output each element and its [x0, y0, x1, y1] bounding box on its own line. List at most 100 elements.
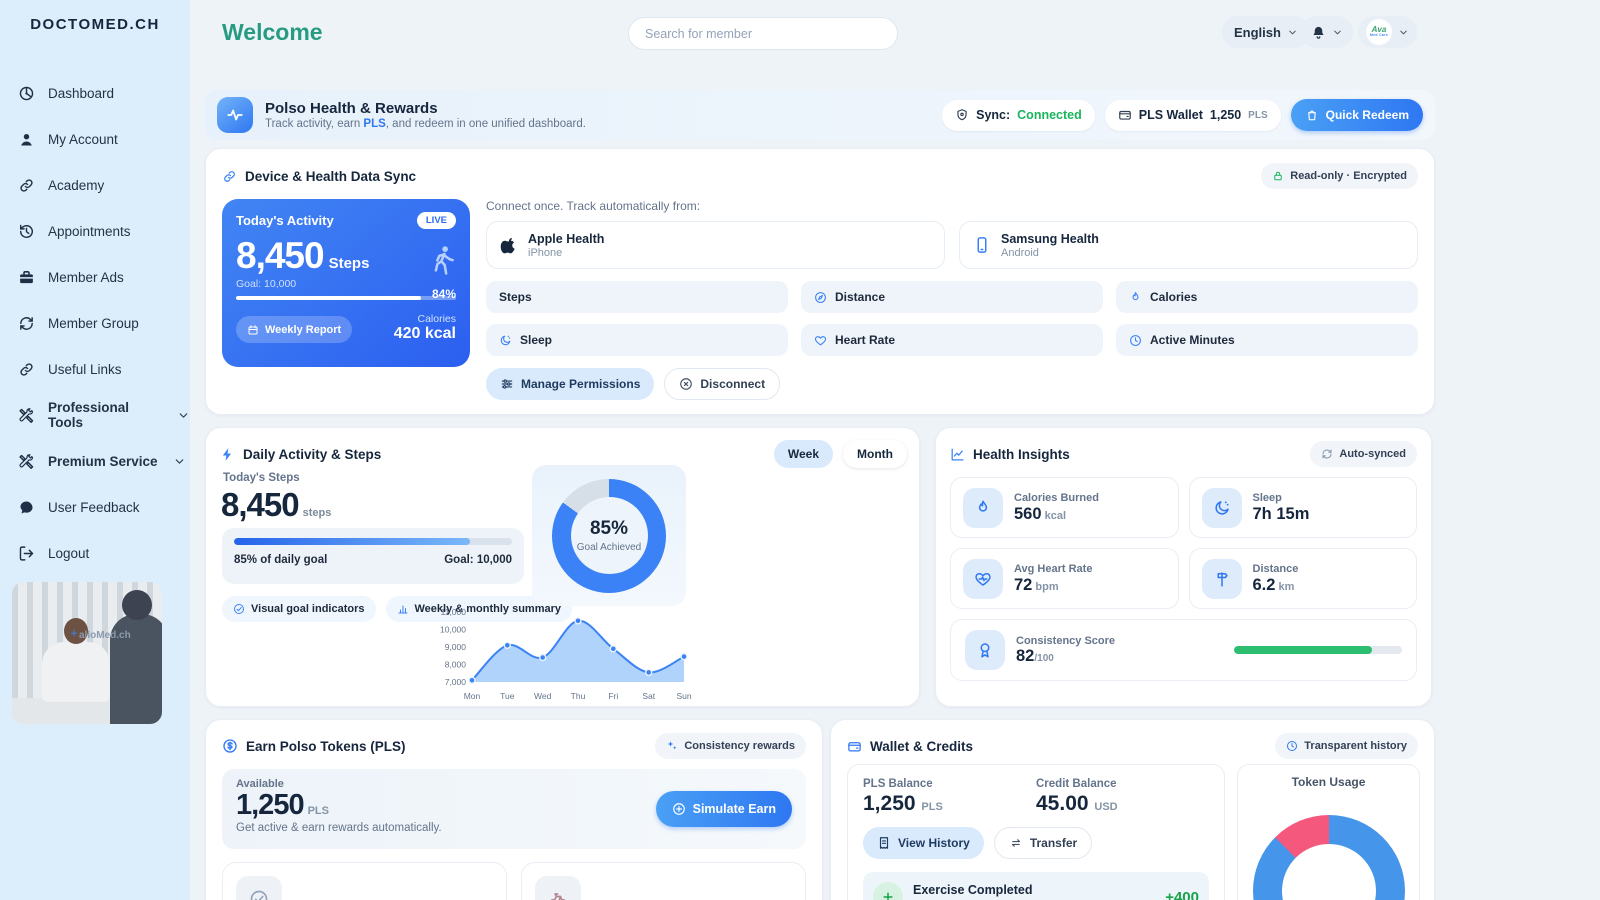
sidebar: DOCTOMED.CH Dashboard My Account Academy Ap…: [0, 0, 190, 900]
wallet-title: Wallet & Credits: [870, 738, 974, 754]
svg-text:Tue: Tue: [500, 691, 515, 701]
connect-text: Connect once. Track automatically from:: [486, 199, 701, 213]
provider-apple-health[interactable]: Apple Health iPhone: [486, 221, 945, 269]
goal-donut-percent: 85%: [589, 518, 629, 539]
metric-heart-rate[interactable]: Heart Rate: [801, 324, 1103, 356]
sidebar-item-label: My Account: [48, 131, 118, 147]
svg-text:7,000: 7,000: [445, 677, 467, 687]
live-badge: LIVE: [416, 212, 456, 229]
credit-balance: Credit Balance 45.00 USD: [1036, 778, 1118, 815]
dashboard-icon: [18, 85, 35, 102]
sidebar-item-useful-links[interactable]: Useful Links: [0, 346, 190, 392]
sidebar-item-user-feedback[interactable]: User Feedback: [0, 484, 190, 530]
sidebar-item-member-group[interactable]: Member Group: [0, 300, 190, 346]
tile-text: Calories Burned 560 kcal: [1014, 492, 1099, 524]
metric-label: Calories: [1150, 290, 1198, 304]
view-history-button[interactable]: View History: [863, 827, 984, 859]
chevron-down-icon: [173, 455, 186, 468]
banner-subtitle: Track activity, earn PLS, and redeem in …: [265, 118, 586, 131]
chevron-down-icon: [1287, 27, 1298, 38]
sidebar-item-logout[interactable]: Logout: [0, 530, 190, 576]
x-circle-icon: [679, 377, 693, 391]
wallet-unit: PLS: [1248, 109, 1268, 121]
calendar-icon: [247, 324, 259, 336]
metric-active-minutes[interactable]: Active Minutes: [1116, 324, 1418, 356]
metric-label: Sleep: [520, 333, 553, 347]
metric-calories[interactable]: Calories: [1116, 281, 1418, 313]
chip-visual-goal-indicators: Visual goal indicators: [222, 596, 376, 622]
insight-tiles: Calories Burned 560 kcal Sleep 7h 15m Avg He…: [950, 477, 1417, 609]
provider-samsung-health[interactable]: Samsung Health Android: [959, 221, 1418, 269]
sidebar-item-appointments[interactable]: Appointments: [0, 208, 190, 254]
svg-text:Wed: Wed: [534, 691, 552, 701]
disconnect-button[interactable]: Disconnect: [664, 368, 781, 400]
briefcase-icon: [18, 269, 35, 286]
chevron-down-icon: [1332, 27, 1343, 38]
today-steps-label: Today's Steps: [223, 472, 300, 484]
transaction-row[interactable]: Exercise Completed Today · Auto-synced +…: [863, 872, 1209, 900]
tile-value: 72 bpm: [1014, 575, 1059, 594]
device-sync-card: Device & Health Data Sync Read-only · En…: [205, 148, 1435, 415]
tile-text: Sleep 7h 15m: [1253, 492, 1310, 524]
tile-unit: bpm: [1032, 580, 1059, 593]
metric-label: Distance: [835, 290, 886, 304]
sidebar-item-premium-service[interactable]: Premium Service: [0, 438, 190, 484]
moon-icon: [1201, 487, 1242, 528]
sidebar-item-academy[interactable]: Academy: [0, 162, 190, 208]
sidebar-item-label: Useful Links: [48, 361, 122, 377]
activity-title: Today's Activity: [236, 213, 334, 228]
lock-icon: [1272, 170, 1284, 182]
chip-label: Weekly & monthly summary: [414, 603, 562, 615]
token-usage-donut: [1252, 815, 1405, 900]
transfer-button[interactable]: Transfer: [993, 827, 1093, 859]
sidebar-item-my-account[interactable]: My Account: [0, 116, 190, 162]
token-usage-title: Token Usage: [1291, 775, 1366, 789]
metric-steps[interactable]: Steps: [486, 281, 788, 313]
tile-value: 7h 15m: [1252, 504, 1310, 523]
provider-text: Apple Health iPhone: [528, 231, 604, 259]
bar-chart-icon: [397, 603, 409, 615]
pls-wallet-pill[interactable]: PLS Wallet 1,250 PLS: [1104, 99, 1281, 131]
earn-caption: Get active & earn rewards automatically.: [236, 821, 442, 834]
steps-progressbar: [236, 296, 456, 300]
metrics-grid: Steps Distance Calories Sleep Heart Rate Acti…: [486, 281, 1418, 356]
history-icon: [18, 223, 35, 240]
receipt-icon: [877, 836, 891, 850]
notifications-button[interactable]: [1301, 16, 1353, 48]
tile-avg-heart-rate: Avg Heart Rate 72 bpm: [950, 548, 1179, 609]
sidebar-item-dashboard[interactable]: Dashboard: [0, 70, 190, 116]
language-selector[interactable]: English: [1222, 16, 1310, 48]
transparent-history-badge: Transparent history: [1275, 733, 1418, 759]
moon-icon: [499, 334, 512, 347]
quick-redeem-button[interactable]: Quick Redeem: [1290, 99, 1423, 131]
goal-label: Goal: 10,000: [444, 554, 512, 566]
link-icon: [18, 177, 35, 194]
search-input[interactable]: [628, 17, 898, 50]
wallet-icon: [1118, 108, 1132, 122]
sidebar-item-label: Logout: [48, 545, 90, 561]
profile-menu[interactable]: Ava Med Care: [1358, 16, 1417, 48]
banner-actions: Sync: Connected PLS Wallet 1,250 PLS Qui…: [942, 99, 1423, 131]
compass-icon: [814, 291, 827, 304]
shield-icon: [955, 108, 969, 122]
tab-month[interactable]: Month: [843, 440, 907, 468]
encryption-badge: Read-only · Encrypted: [1261, 163, 1418, 189]
sidebar-item-member-ads[interactable]: Member Ads: [0, 254, 190, 300]
score-label: Consistency Score: [1016, 634, 1116, 647]
tab-week[interactable]: Week: [773, 440, 834, 468]
sliders-icon: [500, 377, 514, 391]
weekly-report-button[interactable]: Weekly Report: [236, 316, 353, 343]
metric-sleep[interactable]: Sleep: [486, 324, 788, 356]
refresh-icon: [1321, 448, 1333, 460]
manage-permissions-button[interactable]: Manage Permissions: [486, 368, 655, 400]
providers: Apple Health iPhone Samsung Health Android: [486, 221, 1418, 269]
tile-text: Avg Heart Rate 72 bpm: [1014, 563, 1092, 595]
bike-icon: [535, 876, 581, 900]
tile-value: 560 kcal: [1014, 504, 1066, 523]
signpost-icon: [1201, 558, 1242, 599]
metric-label: Steps: [499, 290, 532, 304]
check-circle-icon: [233, 603, 245, 615]
simulate-earn-button[interactable]: Simulate Earn: [655, 791, 792, 827]
metric-distance[interactable]: Distance: [801, 281, 1103, 313]
sidebar-item-professional-tools[interactable]: Professional Tools: [0, 392, 190, 438]
